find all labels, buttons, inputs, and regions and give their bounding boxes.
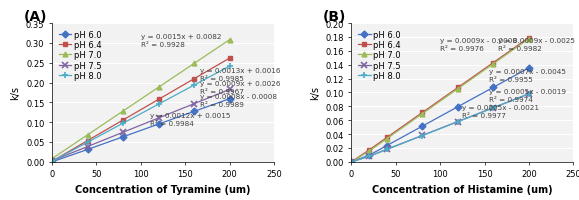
Legend: pH 6.0, pH 6.4, pH 7.0, pH 7.5, pH 8.0: pH 6.0, pH 6.4, pH 7.0, pH 7.5, pH 8.0 — [356, 28, 403, 83]
pH 7.5 — [49, 160, 56, 162]
pH 8.0 — [120, 122, 127, 125]
Text: y = 0.0009x + 0.0026
R² = 0.9967: y = 0.0009x + 0.0026 R² = 0.9967 — [200, 80, 281, 94]
pH 6.0 — [419, 125, 426, 128]
Line: pH 7.5: pH 7.5 — [49, 87, 233, 164]
pH 6.4 — [419, 112, 426, 114]
pH 7.5 — [419, 135, 426, 137]
pH 6.4 — [366, 149, 373, 151]
Y-axis label: k/s: k/s — [10, 86, 20, 100]
pH 7.5 — [226, 89, 233, 91]
pH 6.0 — [455, 106, 461, 108]
pH 6.0 — [84, 148, 91, 151]
pH 7.0 — [49, 158, 56, 160]
pH 7.0 — [419, 113, 426, 115]
pH 7.5 — [155, 117, 162, 120]
Line: pH 6.4: pH 6.4 — [50, 56, 232, 164]
pH 7.0 — [383, 138, 390, 140]
pH 8.0 — [348, 161, 355, 163]
pH 6.0 — [226, 98, 233, 100]
pH 6.4 — [383, 137, 390, 139]
Text: (B): (B) — [323, 10, 346, 24]
pH 7.0 — [348, 161, 355, 163]
pH 7.0 — [155, 87, 162, 89]
pH 7.0 — [226, 39, 233, 42]
pH 8.0 — [490, 107, 497, 109]
pH 8.0 — [190, 85, 197, 87]
pH 6.0 — [120, 136, 127, 138]
pH 7.0 — [455, 88, 461, 90]
pH 7.5 — [190, 103, 197, 105]
pH 7.5 — [366, 155, 373, 158]
pH 7.5 — [348, 161, 355, 163]
pH 6.0 — [383, 145, 390, 147]
pH 6.4 — [455, 87, 461, 89]
Text: y = 0.0009x - 0.0025
R² = 0.9982: y = 0.0009x - 0.0025 R² = 0.9982 — [498, 38, 575, 52]
pH 6.0 — [155, 123, 162, 126]
pH 6.0 — [525, 67, 532, 70]
pH 7.5 — [455, 121, 461, 123]
pH 6.4 — [120, 119, 127, 122]
Text: y = 0.0007x - 0.0045
R² = 0.9955: y = 0.0007x - 0.0045 R² = 0.9955 — [489, 69, 566, 83]
Text: y = 0.0005x - 0.0021
R² = 0.9977: y = 0.0005x - 0.0021 R² = 0.9977 — [463, 105, 539, 119]
Text: y = 0.0005x - 0.0019
R² = 0.9974: y = 0.0005x - 0.0019 R² = 0.9974 — [489, 88, 566, 102]
pH 8.0 — [383, 148, 390, 151]
pH 6.0 — [366, 154, 373, 157]
pH 7.5 — [490, 107, 497, 109]
pH 7.5 — [84, 146, 91, 148]
pH 6.4 — [490, 62, 497, 64]
pH 7.5 — [525, 93, 532, 96]
Legend: pH 6.0, pH 6.4, pH 7.0, pH 7.5, pH 8.0: pH 6.0, pH 6.4, pH 7.0, pH 7.5, pH 8.0 — [56, 28, 104, 83]
pH 8.0 — [49, 160, 56, 163]
pH 7.0 — [490, 63, 497, 66]
Text: y = 0.0012x + 0.0015
R² = 0.9984: y = 0.0012x + 0.0015 R² = 0.9984 — [150, 113, 230, 127]
pH 6.4 — [49, 160, 56, 163]
pH 8.0 — [455, 121, 461, 123]
Line: pH 8.0: pH 8.0 — [348, 91, 532, 165]
Line: pH 6.4: pH 6.4 — [349, 36, 532, 164]
pH 8.0 — [419, 135, 426, 137]
pH 6.4 — [155, 99, 162, 101]
Line: pH 6.0: pH 6.0 — [349, 66, 532, 164]
Line: pH 6.0: pH 6.0 — [50, 97, 232, 164]
pH 6.0 — [49, 161, 56, 163]
X-axis label: Concentration of Histamine (um): Concentration of Histamine (um) — [372, 184, 552, 194]
pH 7.0 — [190, 63, 197, 65]
pH 7.0 — [120, 110, 127, 113]
pH 8.0 — [155, 103, 162, 106]
Text: (A): (A) — [23, 10, 47, 24]
pH 6.4 — [190, 78, 197, 81]
pH 7.0 — [366, 150, 373, 153]
pH 6.4 — [348, 161, 355, 163]
X-axis label: Concentration of Tyramine (um): Concentration of Tyramine (um) — [75, 184, 251, 194]
Text: y = 0.0015x + 0.0082
R² = 0.9928: y = 0.0015x + 0.0082 R² = 0.9928 — [141, 34, 221, 48]
Line: pH 7.0: pH 7.0 — [50, 38, 232, 161]
pH 6.4 — [84, 140, 91, 142]
Text: y = 0.0013x + 0.0016
R² = 0.9985: y = 0.0013x + 0.0016 R² = 0.9985 — [200, 68, 281, 81]
pH 6.4 — [525, 37, 532, 40]
pH 7.5 — [383, 148, 390, 151]
pH 6.4 — [226, 58, 233, 60]
Text: y = 0.0009x - 0.0008
R² = 0.9976: y = 0.0009x - 0.0008 R² = 0.9976 — [440, 38, 517, 52]
pH 6.0 — [490, 87, 497, 89]
Line: pH 7.5: pH 7.5 — [348, 91, 532, 165]
pH 7.5 — [120, 131, 127, 134]
Line: pH 7.0: pH 7.0 — [349, 37, 532, 164]
pH 8.0 — [84, 141, 91, 144]
pH 6.0 — [348, 161, 355, 163]
pH 8.0 — [226, 66, 233, 68]
Y-axis label: k/s: k/s — [310, 86, 320, 100]
pH 8.0 — [366, 155, 373, 158]
pH 7.0 — [84, 134, 91, 136]
pH 8.0 — [525, 93, 532, 96]
Line: pH 8.0: pH 8.0 — [49, 63, 233, 165]
pH 6.0 — [190, 111, 197, 113]
Text: y = 0.0008x - 0.0008
R² = 0.9989: y = 0.0008x - 0.0008 R² = 0.9989 — [200, 93, 277, 107]
pH 7.0 — [525, 38, 532, 41]
